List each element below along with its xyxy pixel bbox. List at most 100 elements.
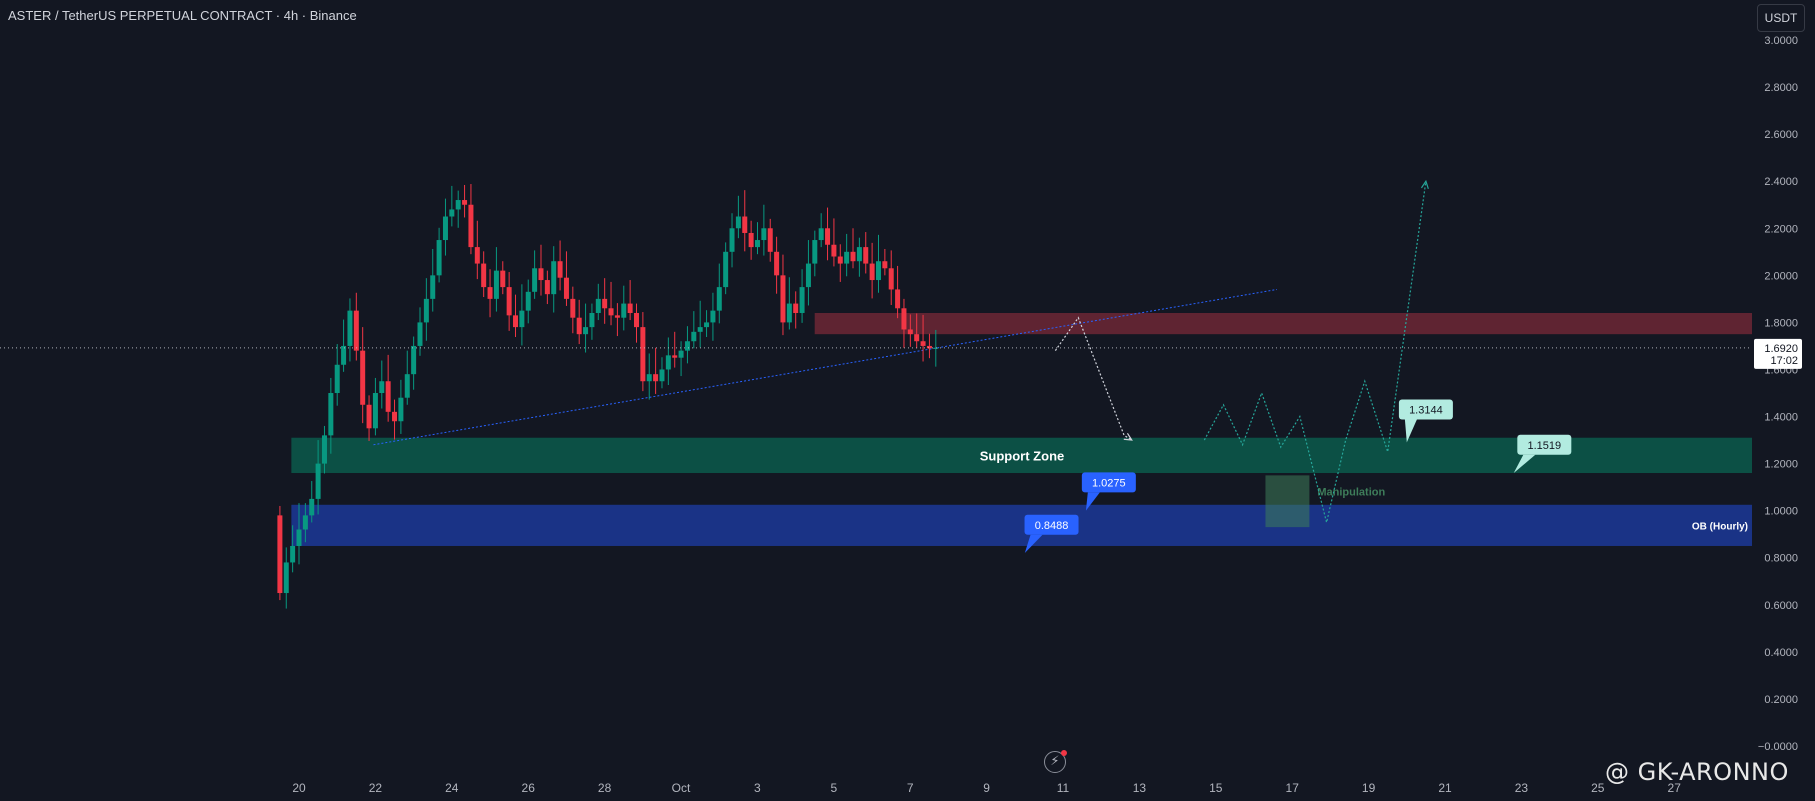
- x-tick-label: 17: [1286, 781, 1300, 795]
- candle-body: [544, 280, 550, 295]
- candle-body: [449, 209, 455, 217]
- candle: [748, 220, 754, 260]
- candle: [786, 277, 792, 330]
- candle: [805, 240, 811, 306]
- candle-body: [742, 216, 748, 233]
- lightning-icon[interactable]: ⚡: [1044, 750, 1067, 773]
- candle: [283, 547, 289, 609]
- callout-box: [1081, 472, 1136, 493]
- symbol-title: ASTER / TetherUS PERPETUAL CONTRACT · 4h…: [8, 8, 357, 23]
- currency-button[interactable]: USDT: [1757, 4, 1805, 32]
- candle-body: [404, 374, 410, 398]
- y-tick-label: 1.2000: [1764, 459, 1798, 471]
- candle: [710, 292, 716, 341]
- candle-body: [500, 270, 506, 288]
- candle-body: [863, 247, 869, 264]
- x-tick-label: 15: [1209, 781, 1223, 795]
- candle: [563, 251, 569, 306]
- candle: [933, 329, 939, 367]
- notification-dot: [1061, 750, 1067, 756]
- y-tick-label: 1.8000: [1764, 317, 1798, 329]
- candle: [290, 525, 296, 573]
- candle-body: [315, 463, 321, 499]
- candle-body: [875, 261, 881, 281]
- candle-body: [302, 515, 308, 530]
- candle: [595, 283, 601, 321]
- y-tick-label: 0.6000: [1764, 600, 1798, 612]
- y-tick-label: 0.2000: [1764, 694, 1798, 706]
- candle-body: [926, 345, 932, 349]
- callout-tail: [1404, 419, 1417, 443]
- candle-body: [704, 322, 710, 328]
- candle-body: [780, 275, 786, 323]
- candle-body: [869, 263, 875, 281]
- candle: [825, 207, 831, 261]
- candle: [774, 236, 780, 294]
- candle: [793, 291, 799, 329]
- callout-label: 1.0275: [1092, 477, 1126, 489]
- candle-body: [805, 263, 811, 288]
- candle-body: [538, 268, 544, 281]
- candle-body: [513, 315, 519, 328]
- candle-body: [627, 303, 633, 313]
- candle-body: [799, 287, 805, 313]
- x-tick-label: 7: [907, 781, 914, 795]
- candle-body: [608, 308, 614, 316]
- candle: [500, 261, 506, 295]
- y-tick-label: −0.0000: [1758, 741, 1798, 753]
- candle-body: [901, 308, 907, 330]
- candle: [392, 399, 398, 440]
- candle-body: [914, 334, 920, 342]
- candle-body: [844, 251, 850, 264]
- candle-body: [825, 228, 831, 245]
- candle: [914, 313, 920, 349]
- candle-body: [493, 270, 499, 299]
- ob-zone-label: OB (Hourly): [1692, 521, 1748, 532]
- candle-body: [895, 289, 901, 309]
- candle: [366, 395, 372, 442]
- candle: [646, 353, 652, 400]
- candle-body: [583, 327, 589, 335]
- candle-body: [634, 312, 640, 328]
- support-zone-label: Support Zone: [980, 448, 1065, 463]
- candle-body: [468, 204, 474, 248]
- candle: [614, 303, 620, 337]
- candle-body: [793, 303, 799, 313]
- x-tick-label: 3: [754, 781, 761, 795]
- candle: [608, 281, 614, 326]
- candle: [742, 190, 748, 252]
- teal-projection-path: [1203, 181, 1427, 523]
- candle: [780, 254, 786, 336]
- candle: [678, 341, 684, 377]
- y-tick-label: 2.2000: [1764, 223, 1798, 235]
- candle: [831, 218, 837, 267]
- y-tick-label: 2.6000: [1764, 129, 1798, 141]
- candle-body: [532, 268, 538, 292]
- candle: [341, 319, 347, 372]
- candle: [812, 230, 818, 277]
- y-tick-label: 1.0000: [1764, 506, 1798, 518]
- x-tick-label: 26: [522, 781, 536, 795]
- candle-body: [442, 216, 448, 241]
- candle-body: [481, 263, 487, 288]
- y-tick-label: 2.0000: [1764, 270, 1798, 282]
- x-tick-label: 9: [983, 781, 990, 795]
- teal-projection-arrow: [1420, 179, 1429, 190]
- candle-body: [761, 228, 767, 241]
- candle-body: [563, 277, 569, 299]
- candle: [309, 481, 315, 523]
- candle-body: [372, 393, 378, 429]
- candle-body: [462, 200, 468, 205]
- y-tick-label: 1.4000: [1764, 412, 1798, 424]
- candle-body: [888, 268, 894, 290]
- x-tick-label: 20: [292, 781, 306, 795]
- candle-body: [748, 232, 754, 248]
- candle-body: [487, 287, 493, 299]
- x-tick-label: 11: [1057, 781, 1070, 795]
- candle: [901, 298, 907, 348]
- manipulation-label: Manipulation: [1317, 486, 1385, 498]
- candle-body: [436, 240, 442, 276]
- candle-body: [321, 435, 327, 464]
- candle: [882, 248, 888, 276]
